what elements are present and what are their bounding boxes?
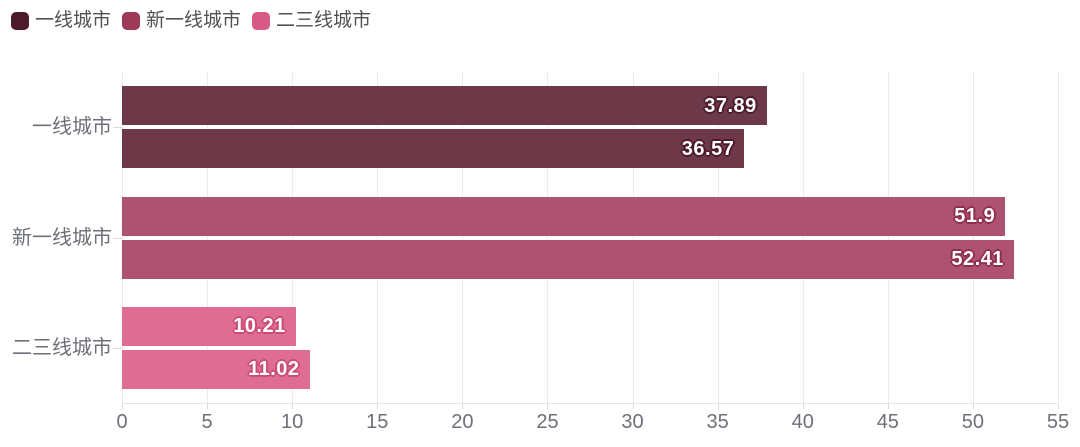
x-axis-tick [547,404,549,409]
x-gridline [1058,72,1059,403]
legend-item-二三线城市[interactable]: 二三线城市 [252,11,371,30]
bar-value-label: 51.9 [954,205,996,227]
x-axis-tick-label: 40 [791,411,814,433]
x-gridline [717,72,719,403]
x-gridline [377,72,379,403]
bar-一线城市-upper-bar: 37.89 [122,86,767,126]
y-axis-category-label: 二三线城市 [12,336,112,359]
legend: 一线城市 新一线城市 二三线城市 [11,11,371,30]
y-axis-tick [113,127,122,129]
x-gridline [462,72,464,403]
x-gridline [207,72,209,403]
x-gridline [547,72,549,403]
x-axis-tick [462,404,464,409]
legend-label: 新一线城市 [146,10,242,31]
x-axis-tick [972,404,974,409]
x-axis-tick [1058,404,1059,409]
bar-value-label: 52.41 [951,248,1004,270]
y-axis-tick [113,237,122,239]
legend-label: 一线城市 [35,10,112,31]
x-axis-tick-label: 30 [621,411,644,433]
bar-value-label: 36.57 [681,137,735,160]
x-axis-tick-label: 15 [366,411,389,433]
bar-二三线城市-upper-bar: 10.21 [122,306,296,346]
bar-新一线城市-lower-bar: 52.41 [122,239,1014,279]
bar-value-label: 10.21 [233,315,286,338]
legend-swatch-icon [252,11,271,30]
x-axis-tick [802,404,804,409]
x-axis-tick-label: 25 [536,411,559,433]
x-axis-tick [122,404,123,409]
y-axis-category-label: 一线城市 [32,116,112,139]
x-axis-tick-label: 20 [451,411,474,433]
bar-新一线城市-upper-bar: 51.9 [122,196,1006,236]
x-axis-tick-label: 45 [876,411,899,433]
x-axis-line [122,403,1058,404]
x-axis-tick-label: 55 [1046,411,1070,433]
y-axis-category-label: 新一线城市 [12,226,112,249]
legend-item-一线城市[interactable]: 一线城市 [11,11,111,30]
x-axis-tick [717,404,719,409]
x-axis-tick-label: 10 [281,411,304,433]
x-axis-tick-label: 5 [201,411,213,433]
x-gridline [632,72,634,403]
x-axis-tick [207,404,209,409]
y-axis-tick [113,347,122,349]
legend-swatch-icon [122,11,141,30]
x-axis-tick-label: 35 [706,411,729,433]
bar-value-label: 11.02 [248,358,300,381]
x-gridline [292,72,294,403]
legend-swatch-icon [11,11,29,30]
x-axis-tick [377,404,379,409]
x-axis-tick-label: 0 [116,411,128,433]
bar-二三线城市-lower-bar: 11.02 [122,349,310,389]
bar-一线城市-lower-bar: 36.57 [122,129,745,169]
x-axis-tick [632,404,634,409]
x-gridline [972,72,974,403]
x-gridline [802,72,804,403]
bar-value-label: 37.89 [704,94,757,117]
x-axis-tick-label: 50 [961,411,985,433]
x-gridline [887,72,889,403]
x-axis-tick [292,404,294,409]
legend-item-新一线城市[interactable]: 新一线城市 [122,11,241,30]
x-axis-tick [887,404,889,409]
legend-label: 二三线城市 [276,10,372,31]
x-gridline [122,72,123,403]
